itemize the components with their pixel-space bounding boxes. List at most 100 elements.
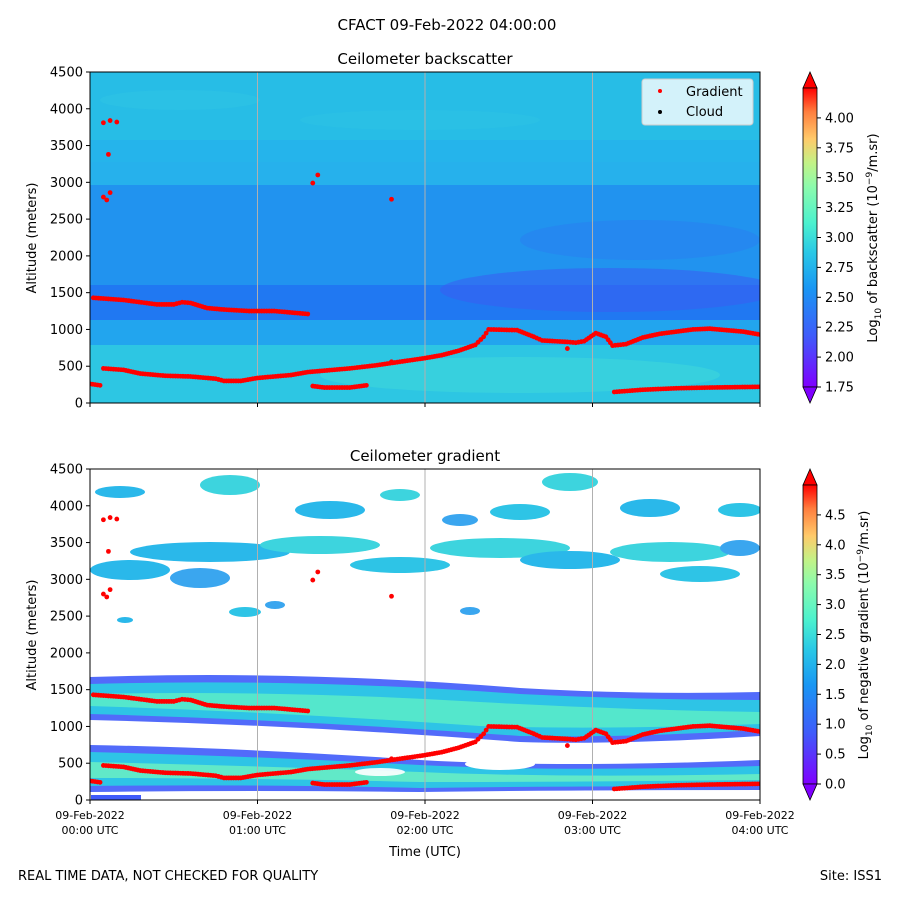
x-tick-time: 01:00 UTC bbox=[229, 824, 286, 837]
x-tick-date: 09-Feb-2022 bbox=[725, 809, 794, 822]
gradient-point bbox=[107, 587, 113, 593]
gradient-gridlines bbox=[257, 469, 593, 800]
legend-cloud-marker bbox=[658, 110, 662, 114]
colorbar-tick-label: 2.75 bbox=[825, 261, 854, 276]
gradient-point bbox=[114, 516, 120, 522]
gradient-point bbox=[315, 569, 321, 575]
gradient-point bbox=[389, 196, 394, 202]
backscatter-colorbar: 1.75 2.00 2.25 2.50 2.75 3.00 3.25 3.50 3.75 4.00… bbox=[802, 71, 884, 404]
backscatter-colorbar-label: Log10 of backscatter (10−9/m.sr) bbox=[865, 133, 884, 342]
backscatter-title: Ceilometer backscatter bbox=[337, 50, 513, 68]
gradient-point bbox=[757, 781, 760, 787]
gradient-colorbar-bar bbox=[802, 484, 818, 785]
backscatter-gridlines bbox=[257, 72, 593, 403]
gradient-point bbox=[481, 334, 487, 340]
x-tick-date: 09-Feb-2022 bbox=[223, 809, 292, 822]
gradient-point bbox=[107, 190, 113, 196]
backscatter-gradient-points bbox=[90, 118, 760, 395]
gradient-point bbox=[97, 779, 103, 785]
gradient-point bbox=[310, 180, 316, 186]
y-tick-label: 4000 bbox=[50, 102, 83, 117]
colorbar-tick-label: 2.50 bbox=[825, 291, 854, 306]
gradient-point bbox=[757, 384, 760, 390]
colorbar-tick-label: 2.0 bbox=[825, 658, 846, 673]
backscatter-panel: Ceilometer backscatter 0 500 1000 1500 2000 2… bbox=[25, 50, 884, 412]
gradient-point bbox=[106, 548, 111, 554]
colorbar-tick-label: 1.75 bbox=[825, 381, 854, 396]
colorbar-bottom-extend bbox=[802, 386, 818, 404]
x-tick-date: 09-Feb-2022 bbox=[55, 809, 124, 822]
y-tick-label: 1500 bbox=[50, 683, 83, 698]
y-tick-label: 500 bbox=[58, 360, 83, 375]
colorbar-tick-label: 4.00 bbox=[825, 111, 854, 126]
gradient-point bbox=[310, 577, 316, 583]
x-tick-date: 09-Feb-2022 bbox=[558, 809, 627, 822]
y-tick-label: 4500 bbox=[50, 463, 83, 478]
colorbar-tick-label: 1.0 bbox=[825, 718, 846, 733]
y-tick-label: 2000 bbox=[50, 249, 83, 264]
gradient-point bbox=[305, 311, 311, 317]
gradient-point bbox=[104, 594, 110, 600]
y-tick-label: 0 bbox=[75, 397, 83, 412]
backscatter-ylabel: Altitude (meters) bbox=[25, 183, 40, 294]
y-tick-label: 4500 bbox=[50, 66, 83, 81]
legend-gradient-marker bbox=[658, 89, 662, 93]
colorbar-tick-label: 1.5 bbox=[825, 688, 846, 703]
colorbar-tick-label: 3.75 bbox=[825, 141, 854, 156]
gradient-heatmap bbox=[90, 469, 760, 800]
y-tick-label: 2500 bbox=[50, 610, 83, 625]
gradient-point bbox=[97, 382, 103, 388]
gradient-x-axis: 09-Feb-2022 00:00 UTC 09-Feb-2022 01:00 UTC… bbox=[55, 800, 795, 837]
legend-cloud-label: Cloud bbox=[686, 105, 723, 120]
gradient-point bbox=[483, 330, 489, 336]
gradient-panel: Ceilometer gradient bbox=[25, 447, 875, 860]
colorbar-tick-label: 3.50 bbox=[825, 171, 854, 186]
legend: Gradient Cloud bbox=[641, 78, 754, 126]
gradient-point bbox=[481, 731, 487, 737]
colorbar-tick-label: 3.00 bbox=[825, 231, 854, 246]
colorbar-tick-label: 4.5 bbox=[825, 508, 846, 523]
y-tick-label: 4000 bbox=[50, 499, 83, 514]
colorbar-tick-label: 3.5 bbox=[825, 568, 846, 583]
x-tick-date: 09-Feb-2022 bbox=[390, 809, 459, 822]
y-tick-label: 3000 bbox=[50, 176, 83, 191]
y-tick-label: 1000 bbox=[50, 720, 83, 735]
footer-quality-note: REAL TIME DATA, NOT CHECKED FOR QUALITY bbox=[18, 869, 319, 884]
legend-box bbox=[641, 78, 754, 126]
colorbar-tick-label: 2.00 bbox=[825, 351, 854, 366]
backscatter-x-ticks bbox=[89, 403, 761, 407]
backscatter-colorbar-bar bbox=[802, 87, 818, 388]
gradient-point bbox=[757, 729, 760, 734]
gradient-point bbox=[363, 382, 369, 388]
gradient-point bbox=[389, 359, 394, 365]
gradient-point bbox=[101, 194, 106, 200]
gradient-point bbox=[363, 779, 369, 785]
gradient-point bbox=[101, 517, 106, 523]
figure-title: CFACT 09-Feb-2022 04:00:00 bbox=[338, 16, 557, 34]
gradient-point bbox=[101, 120, 106, 126]
x-tick-time: 04:00 UTC bbox=[731, 824, 788, 837]
y-tick-label: 2000 bbox=[50, 646, 83, 661]
gradient-point bbox=[389, 756, 394, 762]
gradient-point bbox=[107, 118, 113, 123]
gradient-gradient-points bbox=[90, 515, 760, 792]
colorbar-tick-label: 2.25 bbox=[825, 321, 854, 336]
gradient-point bbox=[104, 197, 110, 203]
y-tick-label: 2500 bbox=[50, 213, 83, 228]
x-tick-time: 00:00 UTC bbox=[61, 824, 118, 837]
y-tick-label: 1500 bbox=[50, 286, 83, 301]
gradient-point bbox=[101, 591, 106, 597]
colorbar-tick-label: 3.0 bbox=[825, 598, 846, 613]
backscatter-colorbar-ticks: 1.75 2.00 2.25 2.50 2.75 3.00 3.25 3.50 3.75 4.00 bbox=[817, 111, 854, 396]
gradient-colorbar: 0.0 0.5 1.0 1.5 2.0 2.5 3.0 3.5 4.0 4.5 Log10 of … bbox=[802, 468, 875, 801]
colorbar-tick-label: 4.0 bbox=[825, 538, 846, 553]
colorbar-top-extend bbox=[802, 71, 818, 89]
gradient-point bbox=[757, 332, 760, 337]
x-tick-time: 02:00 UTC bbox=[396, 824, 453, 837]
gradient-y-axis: 0 500 1000 1500 2000 2500 3000 3500 4000 4500 bbox=[50, 463, 90, 809]
gradient-colorbar-label: Log10 of negative gradient (10−9/m.sr) bbox=[856, 511, 875, 760]
colorbar-tick-label: 2.5 bbox=[825, 628, 846, 643]
legend-gradient-label: Gradient bbox=[686, 85, 743, 100]
gradient-point bbox=[564, 346, 570, 351]
